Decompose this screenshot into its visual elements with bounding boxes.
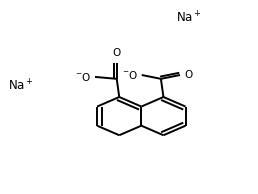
Text: O: O — [185, 70, 193, 80]
Text: Na$^+$: Na$^+$ — [176, 10, 202, 25]
Text: Na$^+$: Na$^+$ — [8, 78, 34, 93]
Text: $^{-}$O: $^{-}$O — [75, 71, 91, 83]
Text: $^{-}$O: $^{-}$O — [122, 69, 138, 81]
Text: O: O — [112, 48, 121, 58]
